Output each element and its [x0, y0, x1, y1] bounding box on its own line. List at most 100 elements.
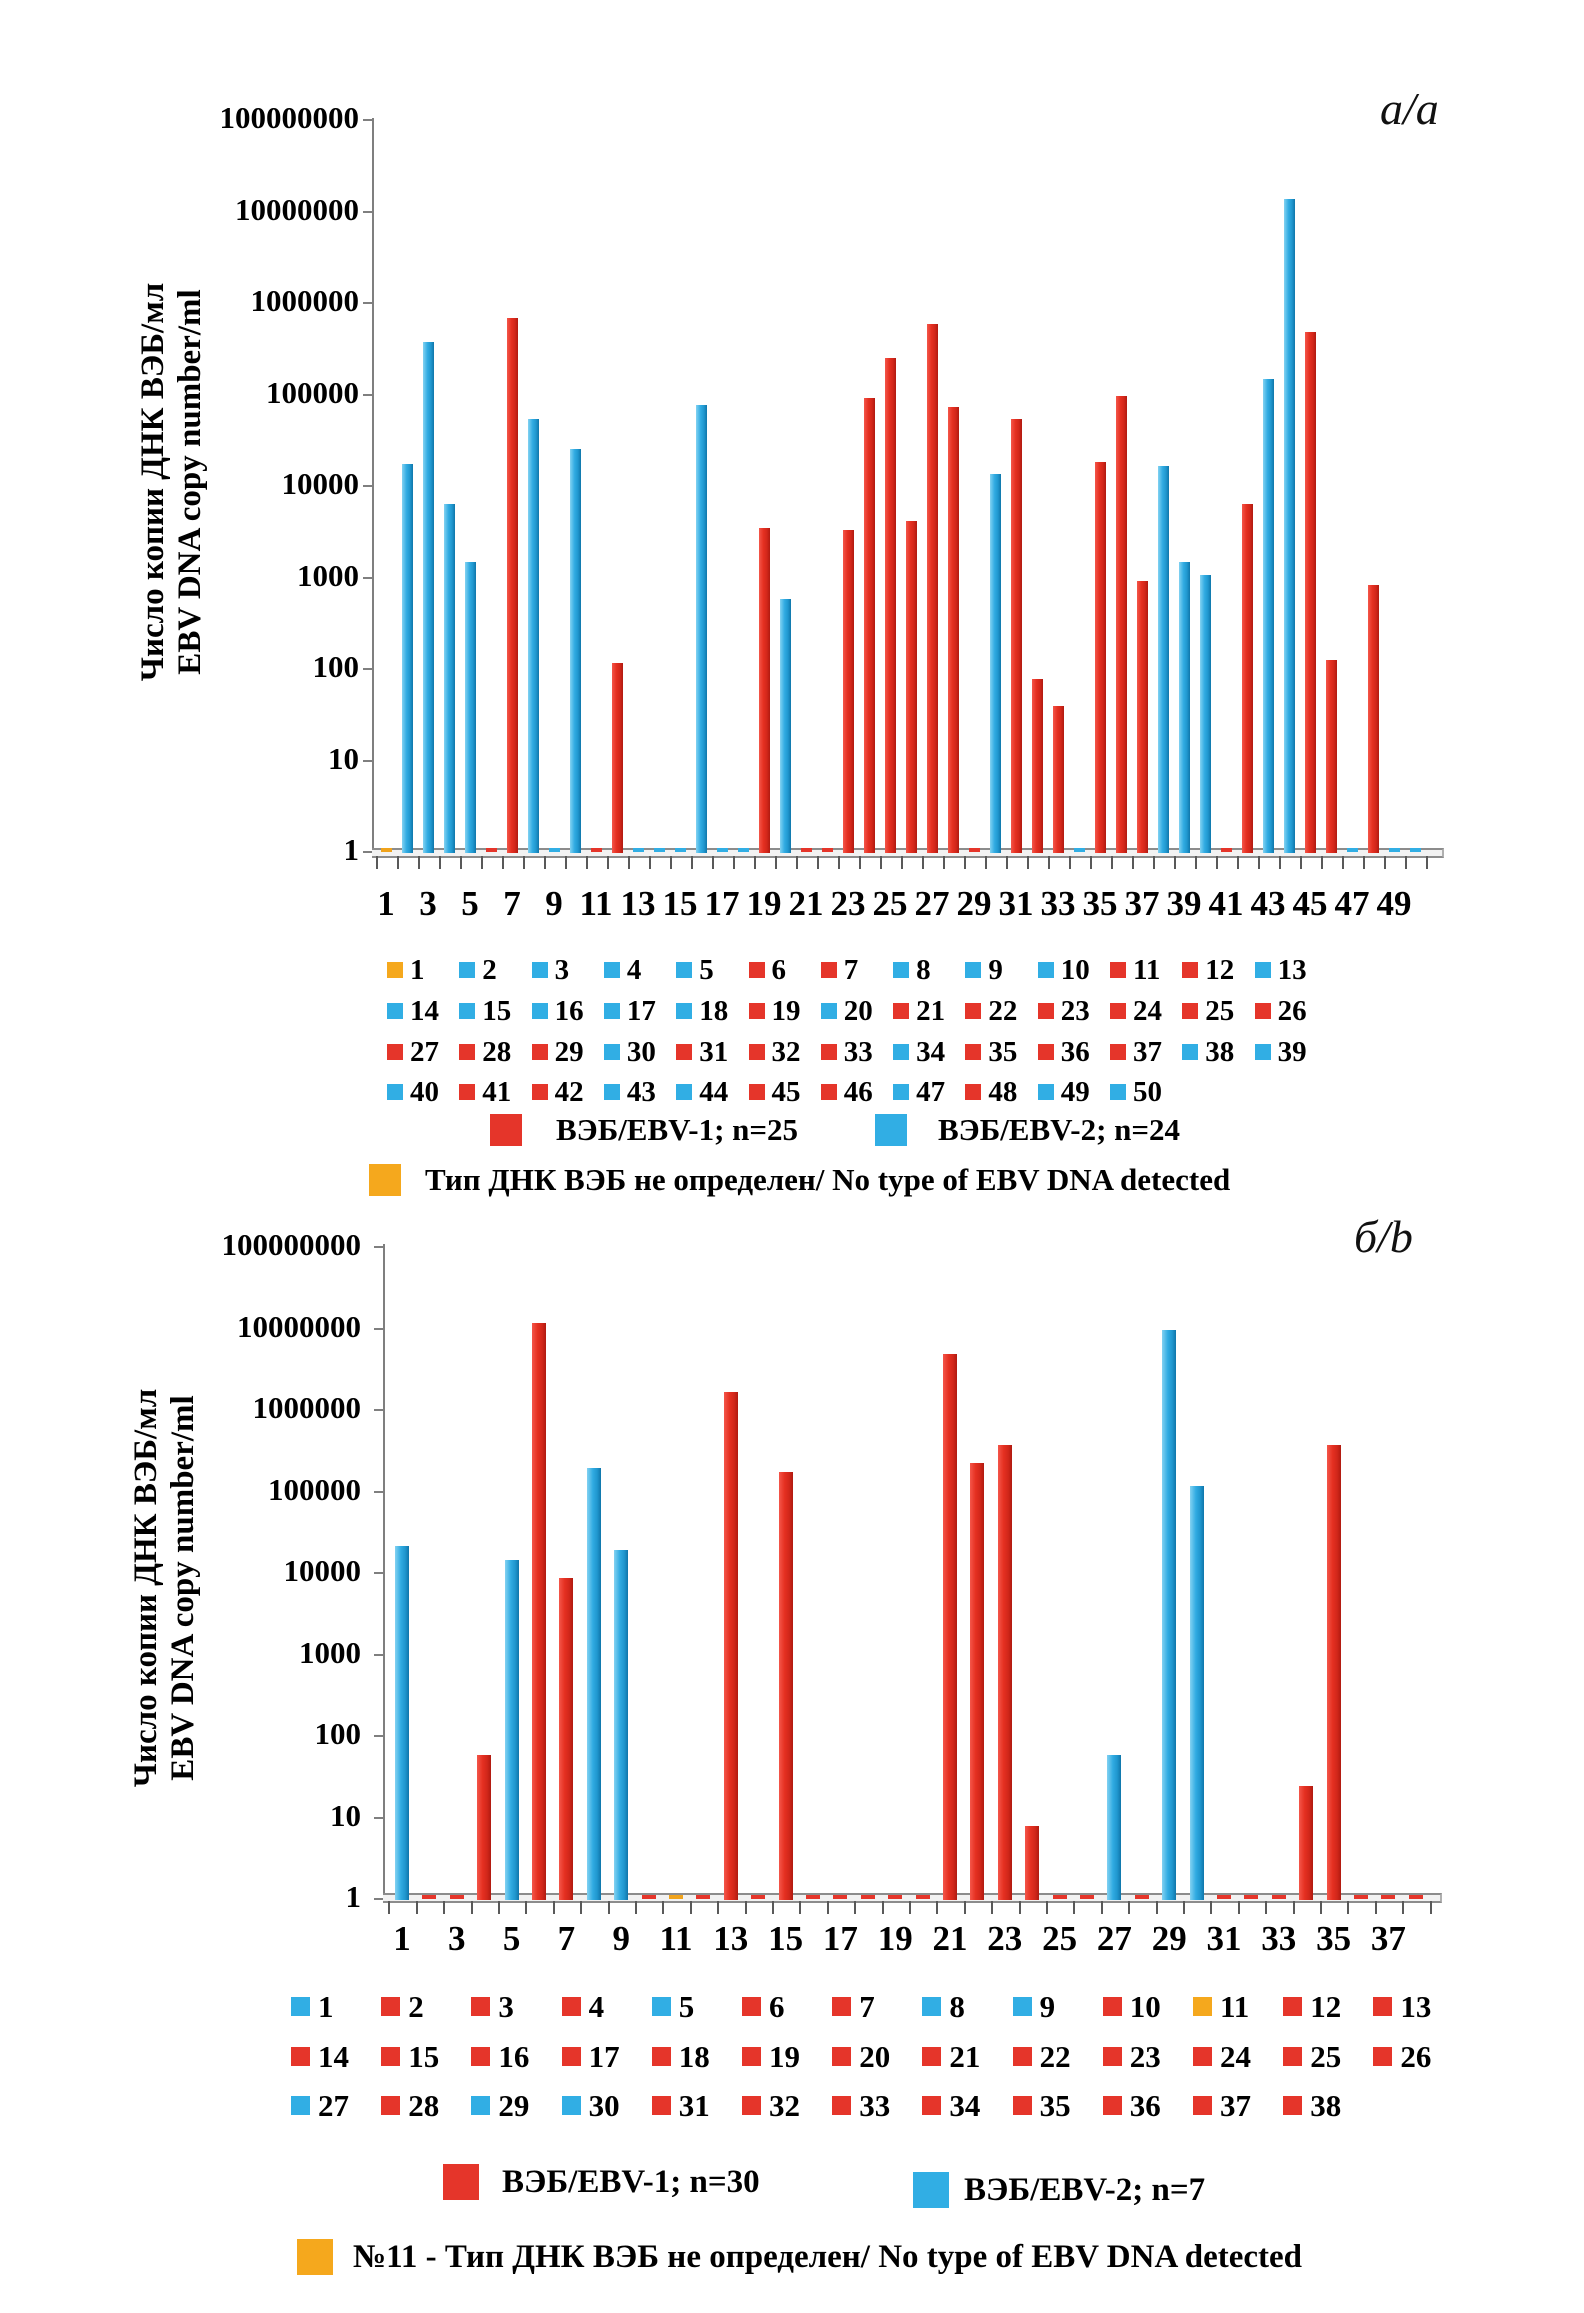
legend-swatch-a-42	[531, 1084, 548, 1101]
legend-number-a-8: 8	[916, 954, 931, 986]
legend-swatch-b-38	[1283, 2096, 1303, 2115]
bar-a-5	[464, 562, 476, 853]
legend-number-a-48: 48	[988, 1076, 1018, 1109]
legend-swatch-a-19	[748, 1002, 765, 1019]
series-label-a-ebv2: ВЭБ/EBV-2; n=24	[938, 1112, 1181, 1147]
legend-number-a-23: 23	[1060, 994, 1090, 1027]
legend-number-b-27: 27	[318, 2088, 349, 2123]
y-tick-a-10	[363, 759, 372, 762]
y-tick-label-b-1: 1	[345, 1879, 362, 1914]
bar-stub-b-31	[1217, 1895, 1231, 1899]
bar-stub-b-38	[1408, 1895, 1423, 1899]
bar-a-10	[569, 449, 581, 853]
legend-number-a-2: 2	[482, 954, 497, 986]
legend-number-a-11: 11	[1133, 954, 1161, 986]
y-tick-a-100	[363, 668, 372, 670]
note-swatch-a	[369, 1164, 401, 1196]
bar-a-20	[779, 598, 791, 853]
legend-number-b-18: 18	[678, 2038, 710, 2074]
x-tick-label-a-49: 49	[1376, 884, 1412, 923]
x-tick-b-20	[936, 1901, 939, 1914]
legend-number-a-35: 35	[988, 1035, 1018, 1068]
legend-number-b-19: 19	[769, 2038, 800, 2074]
legend-swatch-a-9	[965, 962, 982, 978]
bar-b-15	[778, 1471, 793, 1900]
x-tick-label-a-21: 21	[788, 884, 824, 923]
series-label-a-ebv1: ВЭБ/EBV-1; n=25	[556, 1112, 799, 1147]
legend-number-a-44: 44	[699, 1076, 729, 1109]
legend-number-b-28: 28	[408, 2088, 440, 2123]
legend-swatch-b-13	[1373, 1997, 1393, 2016]
x-tick-b-6	[552, 1901, 555, 1914]
legend-number-a-28: 28	[482, 1035, 512, 1068]
y-tick-b-100000	[374, 1490, 383, 1493]
x-tick-a-36	[1131, 856, 1134, 869]
y-tick-label-a-10000: 10000	[281, 466, 360, 501]
x-tick-label-a-7: 7	[503, 884, 521, 923]
bar-a-31	[1010, 419, 1022, 853]
bar-stub-a-41	[1220, 848, 1232, 852]
x-tick-b-0	[388, 1901, 391, 1914]
x-tick-b-10	[662, 1901, 665, 1914]
y-tick-b-10000	[374, 1572, 383, 1574]
legend-swatch-b-5	[651, 1997, 671, 2016]
x-tick-a-45	[1320, 856, 1323, 869]
legend-swatch-b-23	[1102, 2046, 1122, 2066]
legend-swatch-b-32	[742, 2096, 761, 2115]
y-tick-label-a-100000: 100000	[266, 374, 359, 410]
legend-number-b-37: 37	[1220, 2088, 1251, 2123]
x-tick-a-41	[1236, 856, 1239, 869]
legend-swatch-a-22	[965, 1002, 982, 1019]
legend-swatch-a-39	[1254, 1043, 1271, 1060]
legend-swatch-b-24	[1193, 2046, 1212, 2066]
x-tick-b-31	[1237, 1901, 1240, 1914]
x-tick-a-37	[1152, 856, 1155, 869]
x-tick-label-b-37: 37	[1370, 1919, 1406, 1958]
legend-number-b-15: 15	[408, 2038, 440, 2074]
legend-number-b-2: 2	[408, 1989, 424, 2024]
y-tick-b-10000000	[374, 1327, 383, 1330]
legend-swatch-b-29	[471, 2096, 491, 2115]
legend-number-a-5: 5	[699, 954, 714, 986]
y-tick-b-100000000	[374, 1246, 383, 1248]
legend-swatch-a-25	[1182, 1002, 1199, 1019]
x-tick-b-12	[717, 1901, 720, 1914]
bar-b-7	[559, 1577, 574, 1900]
bar-stub-a-29	[968, 848, 980, 852]
legend-number-b-16: 16	[498, 2038, 530, 2074]
legend-swatch-a-44	[676, 1084, 693, 1101]
x-tick-b-28	[1155, 1901, 1158, 1914]
legend-number-a-25: 25	[1205, 994, 1235, 1027]
legend-number-b-1: 1	[318, 1989, 334, 2024]
x-tick-a-19	[774, 856, 777, 869]
x-tick-b-26	[1100, 1901, 1103, 1914]
x-tick-a-48	[1383, 856, 1386, 869]
legend-number-a-26: 26	[1277, 994, 1307, 1027]
x-tick-a-13	[648, 856, 651, 869]
legend-swatch-a-13	[1254, 962, 1271, 978]
legend-number-b-32: 32	[769, 2088, 800, 2123]
legend-number-a-7: 7	[843, 954, 859, 986]
series-label-b-ebv2: ВЭБ/EBV-2; n=7	[964, 2172, 1206, 2208]
x-tick-a-42	[1257, 856, 1260, 869]
x-tick-b-8	[607, 1901, 610, 1914]
x-tick-b-3	[470, 1901, 473, 1914]
x-tick-label-a-5: 5	[461, 884, 479, 923]
legend-swatch-a-24	[1110, 1002, 1126, 1019]
x-tick-b-17	[854, 1901, 857, 1914]
bar-a-8	[527, 419, 539, 853]
x-tick-label-a-27: 27	[914, 884, 950, 923]
x-tick-label-b-27: 27	[1096, 1919, 1132, 1958]
legend-number-a-9: 9	[988, 954, 1003, 986]
legend-swatch-a-49	[1037, 1084, 1054, 1101]
panel-label-b: б/b	[1354, 1211, 1413, 1262]
legend-swatch-a-48	[965, 1084, 982, 1101]
legend-swatch-b-20	[832, 2046, 852, 2066]
legend-number-b-30: 30	[588, 2088, 620, 2123]
x-tick-a-46	[1341, 856, 1344, 869]
legend-swatch-b-36	[1102, 2096, 1122, 2115]
bar-stub-b-20	[915, 1895, 930, 1899]
legend-number-a-36: 36	[1060, 1035, 1090, 1068]
bar-a-45	[1304, 331, 1316, 853]
x-tick-a-43	[1278, 856, 1281, 869]
